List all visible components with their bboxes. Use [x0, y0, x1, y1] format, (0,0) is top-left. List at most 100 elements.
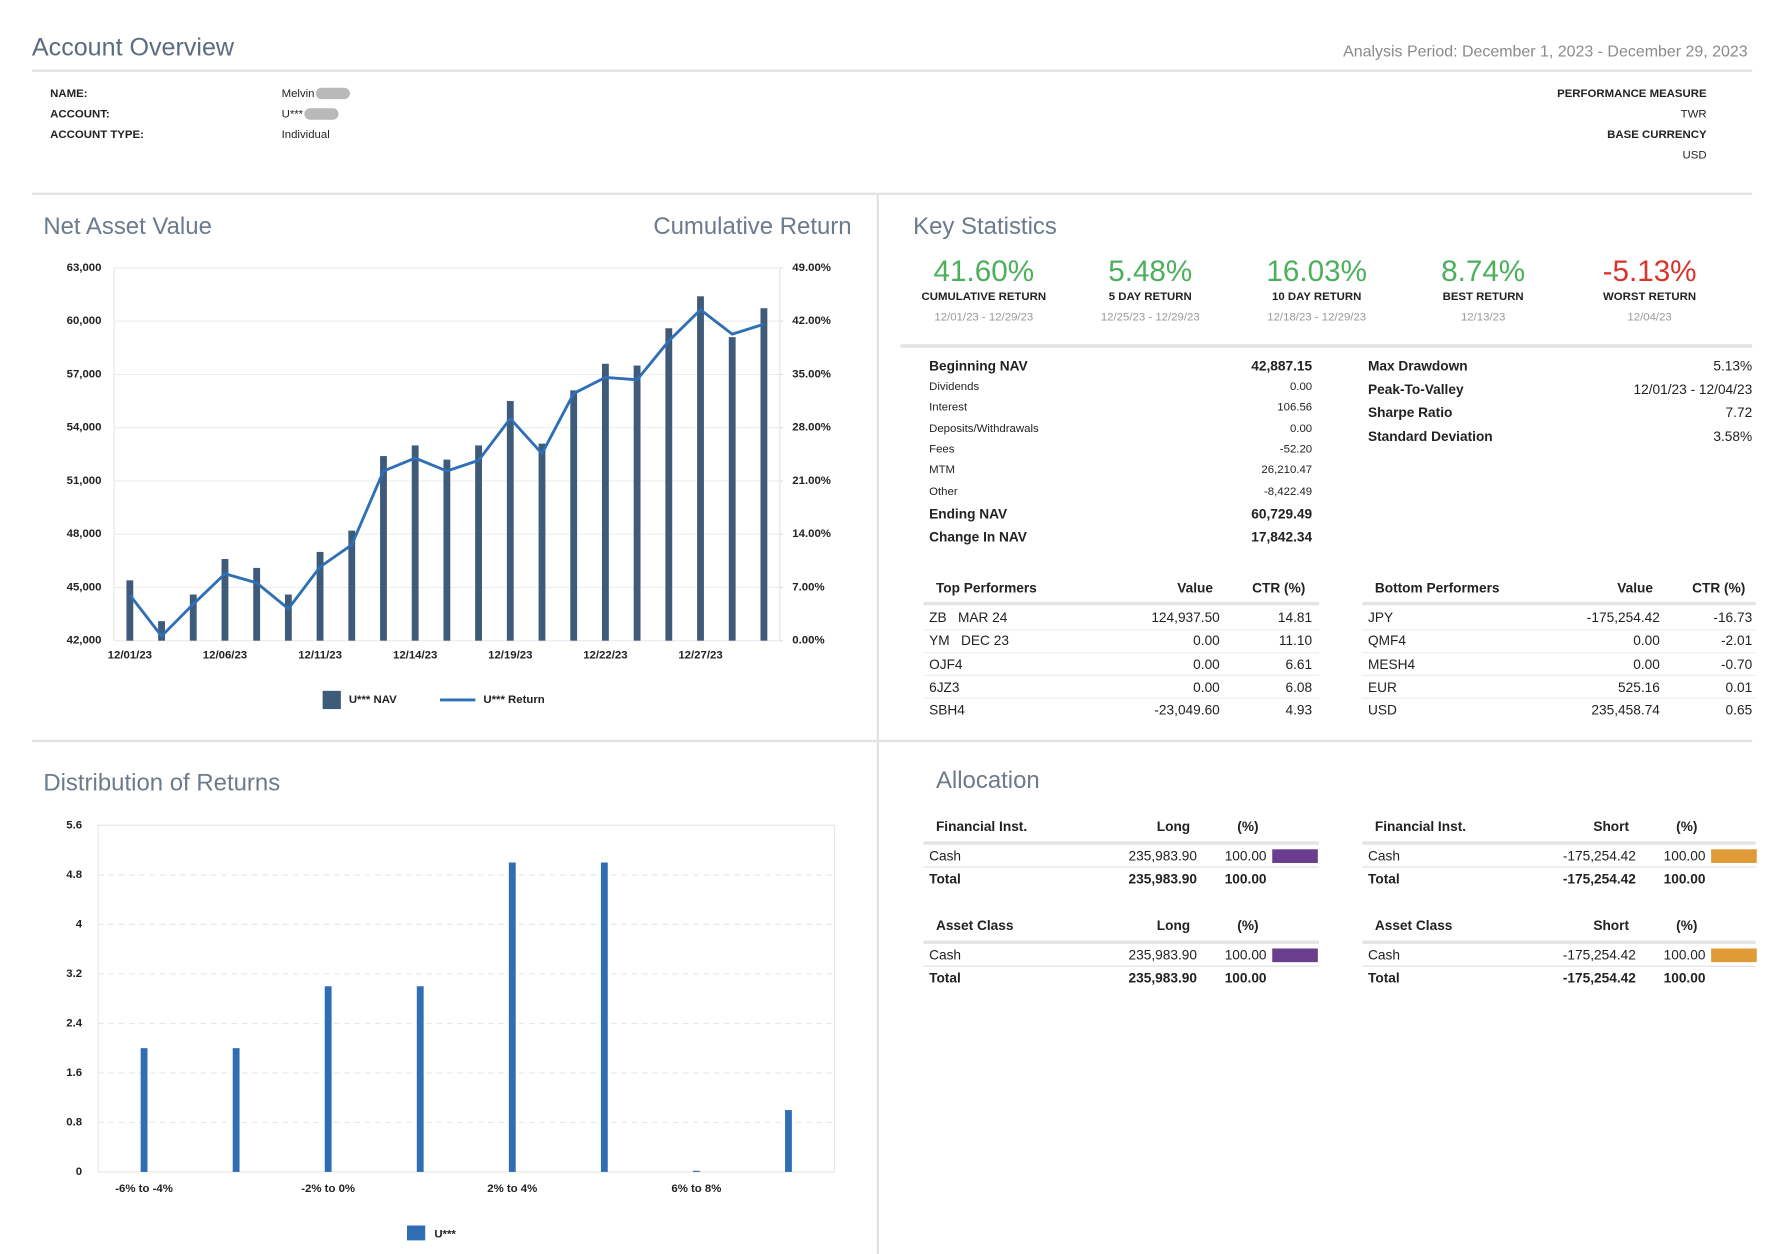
x-tick-label: 12/06/23	[203, 650, 247, 662]
table-header: Short	[1593, 917, 1630, 934]
legend-swatch	[406, 1225, 426, 1241]
table-header: Value	[1617, 580, 1653, 596]
nav-bar	[158, 621, 165, 641]
y-tick-label: 4	[76, 918, 83, 930]
histogram-bar	[785, 1110, 792, 1172]
table-cell: 124,937.50	[1151, 609, 1220, 626]
stat-label: CUMULATIVE RETURN	[921, 290, 1047, 304]
table-header: Short	[1593, 818, 1630, 835]
x-tick-label: 12/22/23	[583, 650, 627, 662]
table-cell: 100.00	[1663, 847, 1706, 864]
nav-label: MTM	[929, 463, 956, 477]
y-tick-label: 51,000	[67, 475, 102, 487]
histogram-bar	[324, 986, 332, 1172]
y-tick-label: 4.8	[66, 869, 82, 881]
stat-period: 12/18/23 - 12/29/23	[1267, 311, 1367, 324]
table-cell: -175,254.42	[1562, 947, 1636, 964]
table-cell: 100.00	[1663, 947, 1706, 964]
table-cell: -175,254.42	[1562, 969, 1636, 986]
table-header: CTR (%)	[1692, 580, 1746, 596]
table-cell: 100.00	[1663, 870, 1706, 887]
nav-bar	[538, 443, 546, 641]
y-tick-label: 45,000	[67, 581, 102, 593]
stat-label: WORST RETURN	[1603, 290, 1697, 304]
nav-bar	[380, 456, 387, 641]
nav-label: Change In NAV	[929, 528, 1027, 545]
x-tick-label: 6% to 8%	[671, 1183, 721, 1195]
table-cell: -16.73	[1713, 609, 1753, 626]
table-cell: JPY	[1368, 609, 1394, 626]
risk-value: 5.13%	[1713, 357, 1753, 374]
y-tick-label: 3.2	[66, 968, 82, 980]
info-value: Melvin	[282, 88, 350, 102]
table-rule	[923, 940, 1319, 944]
x-tick-label: 12/11/23	[298, 650, 342, 662]
y-tick-label: 54,000	[67, 422, 102, 434]
table-cell: -0.70	[1720, 655, 1753, 672]
table-cell: SBH4	[929, 702, 965, 719]
y2-tick-label: 0.00%	[792, 635, 824, 647]
table-cell: Cash	[929, 847, 962, 864]
divider	[900, 344, 1753, 348]
nav-bar	[221, 559, 229, 641]
y-tick-label: 0.8	[66, 1116, 82, 1128]
nav-bar	[189, 594, 197, 641]
nav-bar	[728, 337, 736, 641]
table-cell: -175,254.42	[1562, 870, 1636, 887]
x-tick-label: 2% to 4%	[487, 1183, 537, 1195]
x-tick-label: 12/14/23	[393, 650, 437, 662]
nav-label: Deposits/Withdrawals	[929, 422, 1039, 436]
redaction	[304, 108, 339, 121]
nav-value: 60,729.49	[1251, 505, 1313, 522]
table-cell: Cash	[929, 947, 962, 964]
risk-label: Max Drawdown	[1368, 357, 1468, 374]
stat-period: 12/13/23	[1460, 311, 1506, 324]
y-tick-label: 5.6	[66, 819, 82, 831]
table-header: (%)	[1676, 818, 1698, 835]
row-rule	[923, 866, 1319, 868]
table-cell: 6.08	[1285, 679, 1313, 696]
risk-value: 12/01/23 - 12/04/23	[1633, 381, 1753, 398]
nav-bar	[443, 459, 451, 641]
table-cell: OJF4	[929, 655, 963, 672]
page-title: Account Overview	[31, 32, 235, 62]
table-cell: 235,983.90	[1128, 870, 1197, 887]
row-rule	[923, 965, 1319, 967]
table-header: (%)	[1237, 917, 1259, 934]
nav-label: Dividends	[929, 380, 980, 394]
nav-label: Ending NAV	[929, 505, 1008, 522]
stat-label: 5 DAY RETURN	[1108, 290, 1192, 304]
row-rule	[1362, 698, 1756, 700]
y-tick-label: 1.6	[66, 1067, 82, 1079]
nav-bar	[348, 530, 356, 641]
nav-bar	[126, 580, 134, 641]
histogram-bar	[140, 1048, 148, 1172]
table-cell: Total	[929, 870, 961, 887]
x-tick-label: -2% to 0%	[301, 1183, 355, 1195]
y2-tick-label: 28.00%	[792, 422, 831, 434]
nav-bar	[475, 445, 483, 641]
table-header: Bottom Performers	[1374, 580, 1500, 596]
table-cell: Total	[929, 969, 961, 986]
histogram-bar	[416, 986, 424, 1172]
nav-bar	[570, 390, 578, 641]
table-cell: 4.93	[1285, 702, 1313, 719]
stat-value: 8.74%	[1441, 253, 1526, 288]
table-cell: 6JZ3	[929, 679, 960, 696]
row-rule	[1362, 965, 1756, 967]
analysis-period: Analysis Period: December 1, 2023 - Dece…	[1343, 41, 1748, 60]
table-cell: Total	[1368, 870, 1400, 887]
stat-period: 12/04/23	[1627, 311, 1672, 324]
chart-title: Net Asset Value	[43, 213, 212, 240]
table-cell: 235,983.90	[1128, 847, 1197, 864]
y2-tick-label: 21.00%	[792, 475, 831, 487]
table-cell: 100.00	[1224, 870, 1267, 887]
x-tick-label: 12/01/23	[108, 650, 152, 662]
nav-bar	[316, 551, 324, 641]
nav-bar	[253, 567, 261, 641]
nav-value: -52.20	[1279, 443, 1313, 456]
nav-value: 17,842.34	[1251, 528, 1313, 545]
info-value: Individual	[281, 128, 330, 142]
nav-label: Interest	[929, 401, 968, 414]
